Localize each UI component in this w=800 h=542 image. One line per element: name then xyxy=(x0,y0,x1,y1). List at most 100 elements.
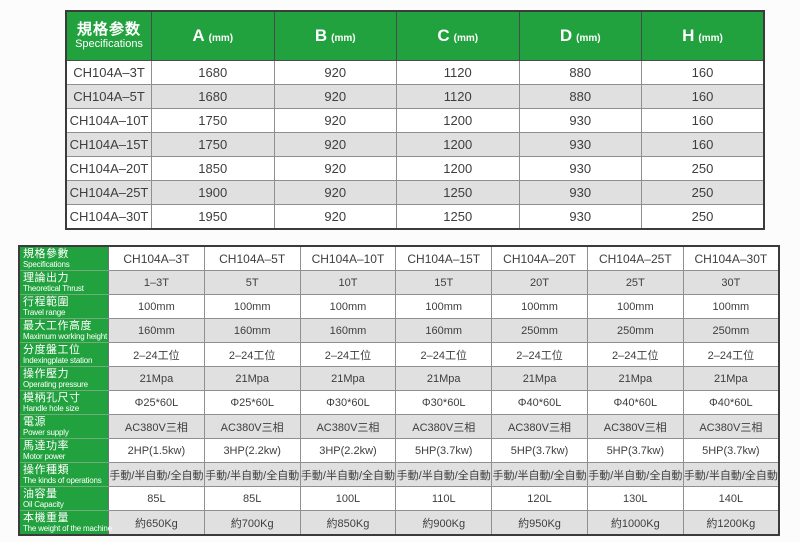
table-cell: 21Mpa xyxy=(491,366,588,391)
row-label-zh: 馬達功率 xyxy=(23,440,69,452)
column-letter: C xyxy=(437,26,451,45)
table-cell: 100mm xyxy=(491,294,588,319)
spec-header-en: Specifications xyxy=(75,38,143,50)
table-cell: CH104A–30T xyxy=(65,204,152,230)
table-cell: 85L xyxy=(203,486,301,511)
table-cell: AC380V三相 xyxy=(108,414,205,439)
table-cell: CH104A–15T xyxy=(395,245,493,271)
table-cell: CH104A–10T xyxy=(65,108,152,133)
table-cell: 160 xyxy=(641,84,765,109)
table-cell: 手動/半自動/全自動 xyxy=(682,462,780,487)
dimensions-spec-table: 規格参数 Specifications A (mm) B (mm) C (mm) D(… xyxy=(65,10,765,230)
dimensions-header-row: 規格参数 Specifications A (mm) B (mm) C (mm) D(… xyxy=(65,10,765,61)
table-cell: CH104A–15T xyxy=(65,132,152,157)
row-label-zh: 本機重量 xyxy=(23,512,69,524)
table-cell: 130L xyxy=(586,486,684,511)
full-spec-table: 規格參數 Specifications CH104A–3T CH104A–5T CH10… xyxy=(18,245,780,536)
row-label-en: Maximum working height xyxy=(23,332,108,341)
column-letter: A xyxy=(192,26,206,45)
table-cell: 21Mpa xyxy=(586,366,684,391)
table-cell: 2–24工位 xyxy=(203,342,301,367)
column-unit: (mm) xyxy=(453,33,479,44)
table-cell: 30T xyxy=(682,270,780,295)
table-row: 馬達功率 Motor power 2HP(1.5kw) 3HP(2.2kw) 3HP(2… xyxy=(18,438,780,463)
table-cell: CH104A–30T xyxy=(682,245,780,271)
table-cell: 3HP(2.2kw) xyxy=(203,438,301,463)
row-label: 馬達功率 Motor power xyxy=(18,438,109,463)
row-label-en: Travel range xyxy=(23,308,66,317)
table-cell: 手動/半自動/全自動 xyxy=(299,462,397,487)
table-cell: 2–24工位 xyxy=(491,342,588,367)
table-row: 油容量 Oil Capacity 85L 85L 100L 110L 120L 130L 140… xyxy=(18,486,780,511)
table-cell: 930 xyxy=(518,204,642,230)
spec-header-cell: 規格参数 Specifications xyxy=(65,10,152,61)
table-cell: 920 xyxy=(273,156,397,181)
table-cell: 10T xyxy=(299,270,397,295)
table-cell: 250mm xyxy=(491,318,588,343)
table-cell: 160 xyxy=(641,132,765,157)
row-label-en: Theoretical Thrust xyxy=(23,284,84,293)
row-label-zh: 油容量 xyxy=(23,488,58,500)
table-cell: AC380V三相 xyxy=(491,414,588,439)
table-cell: 920 xyxy=(273,204,397,230)
table-cell: 920 xyxy=(273,132,397,157)
table-cell: 140L xyxy=(682,486,780,511)
table-row: 最大工作高度 Maximum working height 160mm 160mm 16… xyxy=(18,318,780,343)
table-cell: 2–24工位 xyxy=(682,342,780,367)
table-row: CH104A–5T 1680 920 1120 880 160 xyxy=(65,84,765,109)
table-cell: 2–24工位 xyxy=(108,342,205,367)
table-cell: 85L xyxy=(108,486,205,511)
table-cell: CH104A–3T xyxy=(108,245,205,271)
table-cell: CH104A–20T xyxy=(65,156,152,181)
table-cell: 21Mpa xyxy=(203,366,301,391)
table-cell: 5T xyxy=(203,270,301,295)
row-label-en: Specifications xyxy=(23,260,70,269)
table-row: CH104A–15T 1750 920 1200 930 160 xyxy=(65,132,765,157)
table-cell: AC380V三相 xyxy=(203,414,301,439)
table-cell: 1200 xyxy=(396,156,520,181)
table-cell: 1750 xyxy=(151,132,275,157)
table-row: 模柄孔尺寸 Handle hole size Φ25*60L Φ25*60L Φ30*6… xyxy=(18,390,780,415)
table-cell: 21Mpa xyxy=(682,366,780,391)
column-unit: (mm) xyxy=(576,33,601,44)
row-label-zh: 最大工作高度 xyxy=(23,320,92,332)
column-unit: (mm) xyxy=(331,33,356,44)
table-cell: 1900 xyxy=(151,180,275,205)
table-cell: AC380V三相 xyxy=(395,414,493,439)
table-cell: 100mm xyxy=(203,294,301,319)
table-cell: Φ40*60L xyxy=(586,390,684,415)
table-cell: 930 xyxy=(518,156,642,181)
table-cell: Φ25*60L xyxy=(203,390,301,415)
table-cell: 880 xyxy=(518,84,642,109)
table-cell: CH104A–25T xyxy=(65,180,152,205)
column-unit: (mm) xyxy=(208,33,234,44)
table-cell: 手動/半自動/全自動 xyxy=(203,462,301,487)
row-label-zh: 電源 xyxy=(23,416,46,428)
column-letter: D xyxy=(559,26,574,45)
column-header-c: C (mm) xyxy=(396,10,520,61)
table-cell: 手動/半自動/全自動 xyxy=(108,462,205,487)
table-row: 行程範圍 Travel range 100mm 100mm 100mm 100mm 100m… xyxy=(18,294,780,319)
table-cell: 5HP(3.7kw) xyxy=(682,438,780,463)
table-cell: 250mm xyxy=(586,318,684,343)
table-cell: 2–24工位 xyxy=(299,342,397,367)
row-label-en: Handle hole size xyxy=(23,404,79,413)
table-cell: 920 xyxy=(273,60,397,85)
table-cell: 1680 xyxy=(151,60,275,85)
dimensions-table-body: CH104A–3T 1680 920 1120 880 160 CH104A–5T 1680 9… xyxy=(65,60,765,230)
table-cell: 15T xyxy=(395,270,493,295)
table-cell: 1680 xyxy=(151,84,275,109)
table-cell: 5HP(3.7kw) xyxy=(395,438,493,463)
table-cell: Φ30*60L xyxy=(395,390,493,415)
table-row: CH104A–3T 1680 920 1120 880 160 xyxy=(65,60,765,85)
table-cell: 手動/半自動/全自動 xyxy=(586,462,684,487)
table-row: 操作種類 The kinds of operations 手動/半自動/全自動 手動/… xyxy=(18,462,780,487)
table-cell: 930 xyxy=(518,132,642,157)
table-cell: Φ40*60L xyxy=(682,390,780,415)
table-cell: 110L xyxy=(395,486,493,511)
spec-sheet-page: 規格参数 Specifications A (mm) B (mm) C (mm) D(… xyxy=(0,10,800,542)
table-cell: 250mm xyxy=(682,318,780,343)
column-header-b: B (mm) xyxy=(273,10,397,61)
table-cell: Φ30*60L xyxy=(299,390,397,415)
table-cell: 約650Kg xyxy=(108,510,205,536)
